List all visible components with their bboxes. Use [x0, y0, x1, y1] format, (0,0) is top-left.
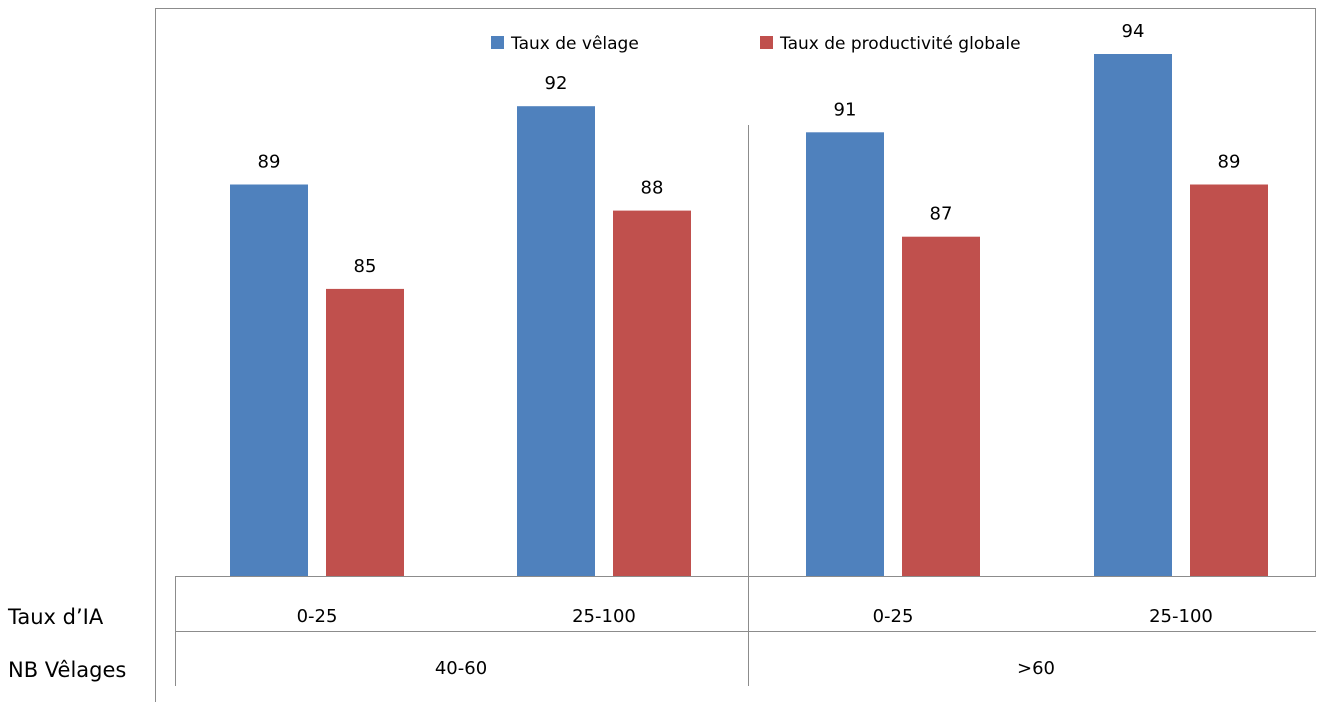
bar-taux-velage-0 [230, 184, 308, 576]
category-label-0: 0-25 [297, 606, 338, 627]
value-label-taux-velage-2: 91 [834, 99, 857, 120]
category-labels-layer: 0-25 25-100 0-25 25-100 [297, 606, 1213, 627]
bars-layer [230, 54, 1268, 577]
value-labels-layer: 89 92 91 94 85 88 87 89 [258, 21, 1241, 277]
group-label-1: >60 [1017, 658, 1055, 679]
bar-taux-productivite-2 [902, 236, 980, 576]
row-label-taux-ia: Taux d’IA [7, 605, 104, 629]
value-label-taux-productivite-0: 85 [354, 256, 377, 277]
legend: Taux de vêlage Taux de productivité globa… [491, 34, 1021, 54]
legend-swatch-0 [491, 36, 504, 49]
bar-taux-productivite-0 [326, 288, 404, 576]
category-label-2: 0-25 [873, 606, 914, 627]
legend-label-1: Taux de productivité globale [779, 34, 1021, 54]
value-label-taux-velage-1: 92 [545, 73, 568, 94]
group-labels-layer: 40-60 >60 [435, 658, 1055, 679]
value-label-taux-productivite-1: 88 [641, 178, 664, 199]
bar-taux-velage-2 [806, 132, 884, 577]
bar-taux-productivite-1 [613, 210, 691, 576]
bar-taux-velage-3 [1094, 54, 1172, 576]
value-label-taux-velage-0: 89 [258, 152, 281, 173]
bar-taux-productivite-3 [1190, 184, 1268, 576]
value-label-taux-productivite-2: 87 [930, 204, 953, 225]
row-label-nb-velages: NB Vêlages [8, 658, 126, 682]
category-label-3: 25-100 [1149, 606, 1213, 627]
legend-label-0: Taux de vêlage [510, 34, 639, 54]
group-label-0: 40-60 [435, 658, 487, 679]
category-label-1: 25-100 [572, 606, 636, 627]
bar-taux-velage-1 [517, 106, 595, 576]
legend-swatch-1 [760, 36, 773, 49]
value-label-taux-productivite-3: 89 [1218, 152, 1241, 173]
value-label-taux-velage-3: 94 [1122, 21, 1145, 42]
